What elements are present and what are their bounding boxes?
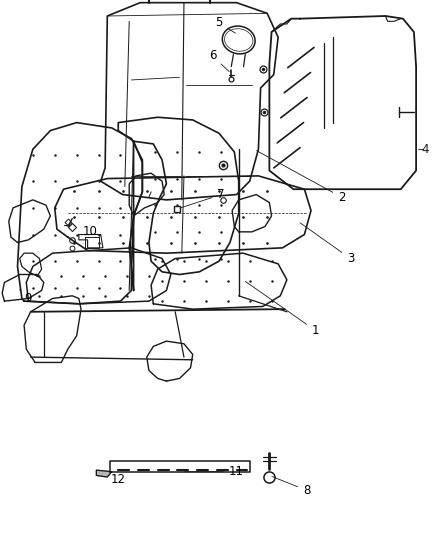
Text: 11: 11 — [184, 465, 244, 478]
Text: 9: 9 — [20, 290, 32, 305]
Text: 2: 2 — [257, 151, 346, 204]
Polygon shape — [96, 470, 112, 477]
Text: 6: 6 — [208, 50, 229, 71]
Text: 4: 4 — [421, 143, 429, 156]
Text: 8: 8 — [272, 477, 310, 497]
Text: 7: 7 — [180, 188, 225, 208]
Text: 10: 10 — [82, 225, 97, 238]
Text: 1: 1 — [245, 281, 319, 337]
Text: 3: 3 — [300, 223, 354, 265]
Text: 12: 12 — [105, 473, 126, 486]
Text: 5: 5 — [215, 17, 236, 33]
